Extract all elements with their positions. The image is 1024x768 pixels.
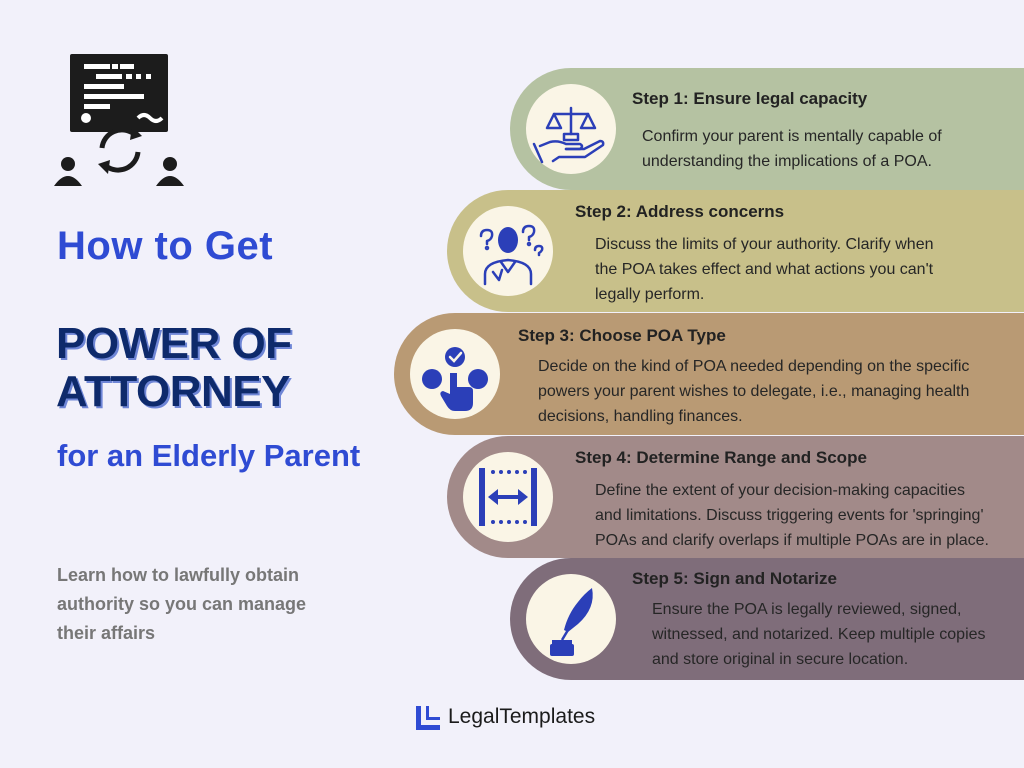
step-2-badge bbox=[463, 206, 553, 296]
step-1-card: Step 1: Ensure legal capacity Confirm yo… bbox=[510, 68, 1024, 190]
document-transfer-icon bbox=[54, 54, 184, 186]
step-4-description: Define the extent of your decision-makin… bbox=[595, 482, 989, 549]
quill-ink-icon bbox=[550, 588, 593, 656]
subtitle: Learn how to lawfully obtain authority s… bbox=[57, 565, 307, 643]
step-4-card: Step 4: Determine Range and Scope Define… bbox=[447, 436, 1024, 558]
title-for-elderly-parent: for an Elderly Parent bbox=[57, 438, 361, 473]
step-1-title: Step 1: Ensure legal capacity bbox=[632, 89, 868, 108]
brand-name: LegalTemplates bbox=[448, 705, 596, 728]
step-5-title: Step 5: Sign and Notarize bbox=[632, 569, 837, 588]
step-3-badge bbox=[410, 329, 500, 419]
title-how-to-get: How to Get bbox=[57, 224, 274, 268]
step-1-description: Confirm your parent is mentally capable … bbox=[642, 128, 942, 170]
step-2-description: Discuss the limits of your authority. Cl… bbox=[595, 236, 934, 303]
step-1-badge bbox=[526, 84, 616, 174]
confused-person-icon bbox=[479, 224, 544, 286]
step-3-card: Step 3: Choose POA Type Decide on the ki… bbox=[394, 313, 1024, 435]
step-2-card: Step 2: Address concerns Discuss the lim… bbox=[447, 190, 1024, 312]
step-4-title: Step 4: Determine Range and Scope bbox=[575, 448, 867, 467]
step-5-card: Step 5: Sign and Notarize Ensure the POA… bbox=[510, 558, 1024, 680]
step-5-badge bbox=[526, 574, 616, 664]
step-3-description: Decide on the kind of POA needed dependi… bbox=[538, 358, 970, 425]
scales-hand-icon bbox=[532, 106, 605, 164]
step-3-title: Step 3: Choose POA Type bbox=[518, 326, 726, 345]
title-power-of-attorney: POWER OF ATTORNEY bbox=[56, 319, 292, 416]
range-arrows-icon bbox=[479, 468, 537, 526]
legaltemplates-logo-icon bbox=[416, 706, 440, 730]
step-4-badge bbox=[463, 452, 553, 542]
step-5-description: Ensure the POA is legally reviewed, sign… bbox=[652, 601, 986, 668]
step-2-title: Step 2: Address concerns bbox=[575, 202, 785, 221]
choice-hand-icon bbox=[422, 347, 488, 411]
